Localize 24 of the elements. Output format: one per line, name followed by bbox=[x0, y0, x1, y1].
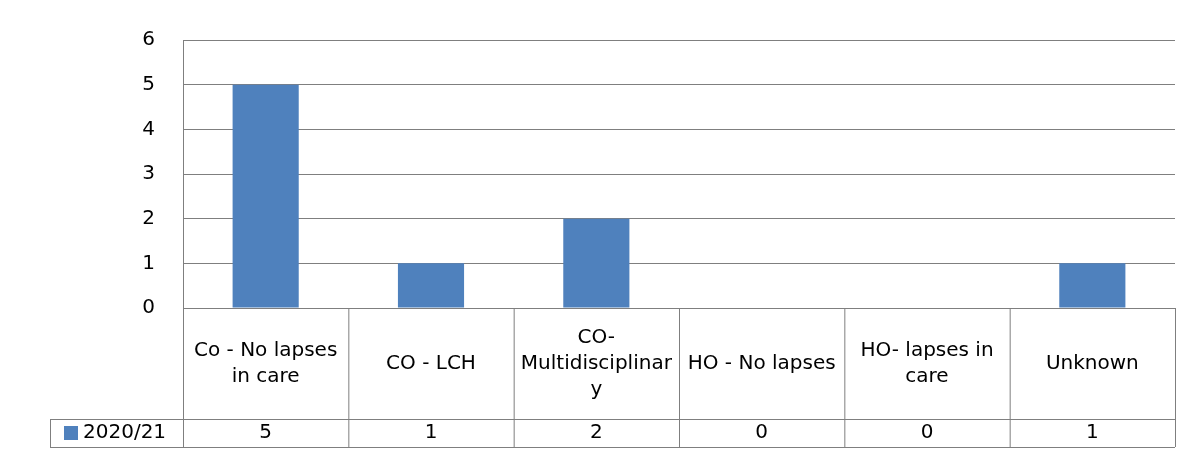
data-label: 5 bbox=[259, 419, 273, 444]
bar bbox=[1059, 263, 1126, 308]
data-label: 1 bbox=[424, 419, 438, 444]
y-tick-label: 3 bbox=[142, 160, 155, 185]
y-tick-label: 4 bbox=[142, 115, 155, 140]
data-label: 0 bbox=[920, 419, 934, 444]
data-label: 1 bbox=[1085, 419, 1099, 444]
x-tick-label: HO- lapses in care bbox=[860, 336, 994, 387]
x-tick-label: Unknown bbox=[1045, 349, 1139, 374]
y-tick-label: 0 bbox=[142, 294, 155, 319]
y-tick-label: 6 bbox=[142, 26, 155, 51]
bar bbox=[397, 263, 465, 308]
data-label: 0 bbox=[755, 419, 769, 444]
data-label: 2 bbox=[589, 419, 603, 444]
y-tick-label: 1 bbox=[142, 249, 155, 274]
x-tick-label: CO - LCH bbox=[386, 349, 476, 374]
x-tick-label: CO-Multidisciplinary bbox=[520, 323, 673, 400]
bar bbox=[232, 84, 299, 308]
y-tick-label: 2 bbox=[142, 204, 155, 229]
bar bbox=[563, 218, 630, 308]
x-tick-label: HO - No lapses bbox=[687, 349, 836, 374]
legend-label: 2020/21 bbox=[83, 419, 167, 444]
x-tick-label: Co - No lapses in care bbox=[193, 336, 338, 387]
y-tick-label: 5 bbox=[142, 70, 155, 95]
